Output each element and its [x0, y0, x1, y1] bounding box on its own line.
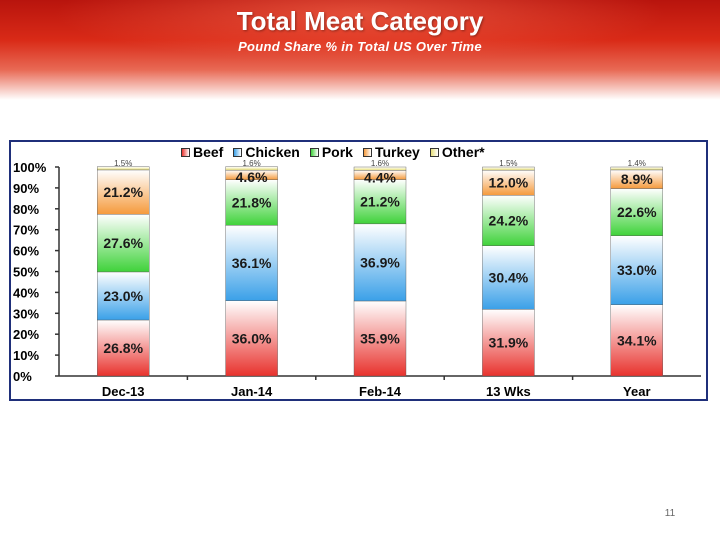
bar-segment-chicken [96, 271, 150, 321]
y-tick-label: 90% [13, 181, 39, 196]
y-tick-label: 100% [13, 160, 47, 175]
bar-segment-turkey [482, 169, 535, 196]
header-banner [0, 0, 720, 100]
bar-segment-beef [225, 300, 278, 377]
data-label: 21.8% [232, 195, 272, 211]
data-label: 4.6% [236, 169, 268, 185]
y-tick-label: 60% [13, 244, 39, 259]
legend-swatch [309, 147, 319, 157]
bar-segment-beef [482, 309, 535, 377]
bar-segment-chicken [610, 235, 663, 305]
data-label: 1.6% [371, 159, 389, 168]
y-tick-label: 70% [13, 223, 39, 238]
bar-segment-beef [353, 300, 407, 377]
legend-swatch [181, 147, 190, 157]
data-label: 36.9% [360, 254, 400, 270]
data-label: 21.2% [103, 184, 143, 200]
legend-item-beef: Beef [181, 144, 223, 160]
slide-title: Total Meat Category [236, 6, 484, 36]
page-number: 11 [664, 508, 676, 519]
y-tick-label: 80% [13, 202, 39, 217]
bar-segment-other [610, 166, 663, 171]
legend-item-pork: Pork [309, 144, 353, 160]
legend-label: Other* [441, 144, 485, 160]
bar-segment-turkey [96, 169, 150, 215]
bar-segment-chicken [225, 225, 278, 301]
bar-segment-beef [610, 304, 663, 377]
bar-segment-other [482, 166, 535, 171]
x-tick-label: Feb-14 [359, 384, 402, 399]
data-label: 4.4% [364, 169, 396, 185]
legend-label: Chicken [245, 144, 300, 160]
bar-segment-pork [96, 214, 150, 273]
data-label: 1.5% [114, 159, 132, 168]
data-label: 27.6% [103, 235, 143, 251]
bar-segment-pork [225, 179, 278, 226]
stacked-bar-chart: 0% 10% 20% 30% 40% 50% 60% 70% 80% 90% 100% 26.8% 23… [13, 159, 701, 399]
data-label: 8.9% [621, 171, 653, 187]
y-tick-label: 30% [13, 306, 39, 321]
data-label: 1.6% [242, 159, 260, 168]
legend-item-turkey: Turkey [362, 144, 420, 160]
legend-label: Pork [321, 144, 353, 160]
x-tick-label: Dec-13 [102, 384, 145, 399]
bar-segment-chicken [353, 223, 407, 302]
chart-legend: Beef Chicken Pork Turkey Other* [181, 143, 495, 161]
bar-segment-other [96, 166, 150, 171]
data-label: 23.0% [103, 288, 143, 304]
data-label: 22.6% [617, 204, 657, 220]
y-tick-label: 20% [13, 327, 39, 342]
data-label: 36.1% [232, 255, 272, 271]
legend-label: Beef [193, 144, 224, 160]
bar-segment-other [225, 166, 278, 171]
legend-swatch [429, 147, 439, 157]
data-label: 33.0% [617, 262, 657, 278]
y-tick-label: 40% [13, 285, 39, 300]
legend-swatch [233, 147, 243, 157]
data-label: 35.9% [360, 330, 400, 346]
x-tick-label: Jan-14 [231, 384, 273, 399]
legend-swatch [362, 147, 372, 157]
data-label: 34.1% [617, 332, 657, 348]
legend-item-chicken: Chicken [233, 144, 300, 160]
x-tick-label: 13 Wks [486, 384, 531, 399]
y-tick-label: 10% [13, 348, 39, 363]
data-label: 21.2% [360, 194, 400, 210]
bar-segment-pork [610, 188, 663, 236]
data-label: 1.5% [499, 159, 517, 168]
legend-label: Turkey [374, 144, 420, 160]
chart-frame: 0% 10% 20% 30% 40% 50% 60% 70% 80% 90% 100% 26.8% 23… [9, 140, 708, 401]
data-label: 26.8% [103, 340, 143, 356]
data-label: 1.4% [628, 159, 646, 168]
data-label: 36.0% [232, 330, 272, 346]
slide-subtitle: Pound Share % in Total US Over Time [238, 39, 482, 54]
y-tick-label: 50% [13, 265, 39, 280]
data-label: 12.0% [489, 175, 529, 191]
data-label: 24.2% [489, 213, 529, 229]
data-label: 31.9% [489, 335, 529, 351]
legend-item-other: Other* [429, 144, 485, 160]
bar-segment-other [353, 166, 407, 171]
bar-segment-beef [96, 319, 150, 377]
y-tick-label: 0% [13, 369, 32, 384]
data-label: 30.4% [489, 270, 529, 286]
bar-segment-pork [482, 195, 535, 246]
x-tick-label: Year [623, 384, 650, 399]
